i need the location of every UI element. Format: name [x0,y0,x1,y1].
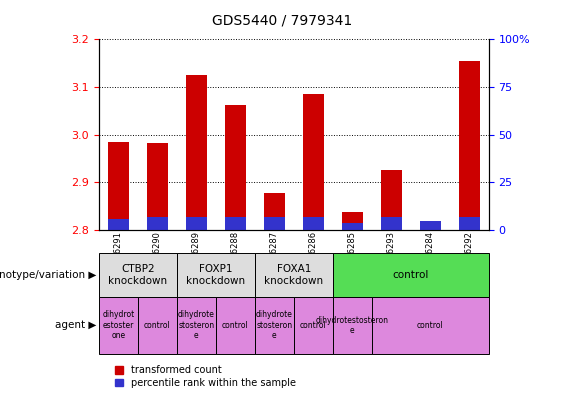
Text: control: control [300,321,327,330]
Bar [420,221,441,230]
Bar [147,143,168,230]
Bar [225,217,246,230]
Text: dihydrote
stosteron
e: dihydrote stosteron e [256,310,293,340]
Bar [147,217,168,230]
Bar [459,61,480,230]
Bar [225,105,246,230]
Bar [303,217,324,230]
Text: agent ▶: agent ▶ [55,320,96,330]
Text: control: control [144,321,171,330]
Bar [381,170,402,230]
Bar [264,217,285,230]
Text: control: control [393,270,429,280]
Bar [381,217,402,230]
Text: FOXP1
knockdown: FOXP1 knockdown [186,264,245,286]
Text: dihydrotestosteron
e: dihydrotestosteron e [316,316,389,335]
Bar [420,221,441,230]
Text: dihydrote
stosteron
e: dihydrote stosteron e [178,310,215,340]
Bar [108,219,129,230]
Bar [342,212,363,230]
Text: control: control [417,321,444,330]
Bar [186,75,207,230]
Text: control: control [222,321,249,330]
Bar [108,142,129,230]
Bar [459,217,480,230]
Text: FOXA1
knockdown: FOXA1 knockdown [264,264,323,286]
Bar [342,223,363,230]
Bar [186,217,207,230]
Text: CTBP2
knockdown: CTBP2 knockdown [108,264,167,286]
Bar [303,94,324,230]
Legend: transformed count, percentile rank within the sample: transformed count, percentile rank withi… [115,365,295,388]
Bar [264,193,285,230]
Text: genotype/variation ▶: genotype/variation ▶ [0,270,96,280]
Text: GDS5440 / 7979341: GDS5440 / 7979341 [212,14,353,28]
Text: dihydrot
estoster
one: dihydrot estoster one [102,310,134,340]
